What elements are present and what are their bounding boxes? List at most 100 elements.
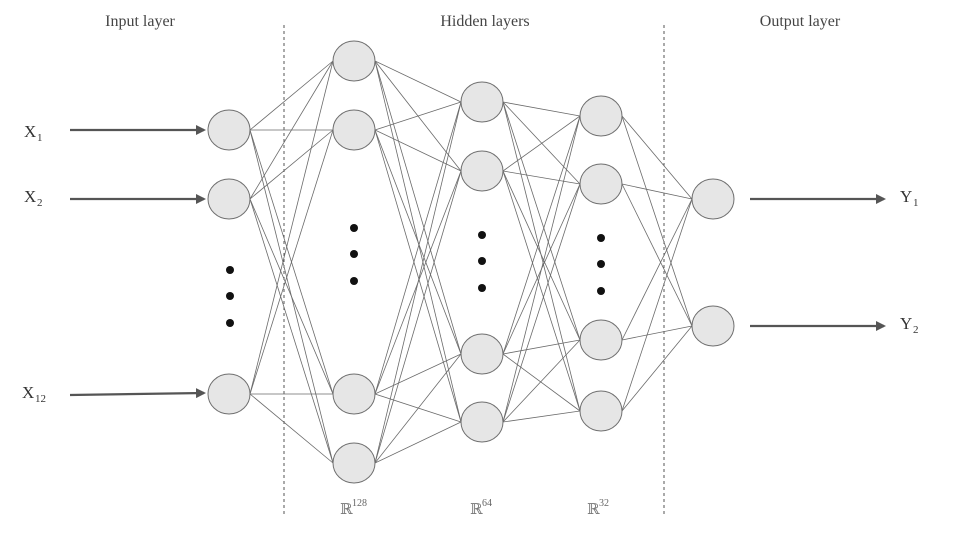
connection-edge xyxy=(374,101,462,131)
hidden-dim-64: ℝ 64 xyxy=(470,498,492,518)
hidden1-neuron xyxy=(332,373,376,415)
connection-edge xyxy=(621,198,693,412)
connection-edge xyxy=(621,115,693,200)
connection-edge xyxy=(502,115,581,355)
ellipsis-dot xyxy=(597,234,605,242)
hidden3-neuron xyxy=(579,390,623,432)
output-neuron xyxy=(691,305,735,347)
input-x2: X 2 xyxy=(24,187,206,209)
ellipsis-dot xyxy=(478,231,486,239)
connection-edge xyxy=(502,115,581,172)
connection-edge xyxy=(374,129,462,355)
ellipsis-dot xyxy=(226,319,234,327)
connection-edge xyxy=(502,183,581,423)
connection-edge xyxy=(502,101,581,185)
connection-edge xyxy=(374,101,462,464)
hidden3-neuron xyxy=(579,163,623,205)
ellipsis-dot xyxy=(350,277,358,285)
hidden2-neuron xyxy=(460,333,504,375)
connection-edge xyxy=(374,353,462,395)
input-label-sub: 1 xyxy=(37,132,43,144)
connection-edge xyxy=(621,183,693,200)
output-y1: Y 1 xyxy=(750,187,919,209)
hidden1-neuron xyxy=(332,109,376,151)
ellipsis-dots xyxy=(226,224,605,327)
input-label-sub: 12 xyxy=(35,393,46,405)
connection-edge xyxy=(374,129,462,172)
output-label-base: Y xyxy=(900,187,912,206)
output-y2: Y 2 xyxy=(750,314,919,336)
connection-edge xyxy=(374,421,462,464)
input-neuron xyxy=(207,109,251,151)
connection-edge xyxy=(249,129,334,200)
connection-edge xyxy=(249,198,334,464)
dim-sup: 128 xyxy=(352,498,367,509)
output-label-base: Y xyxy=(900,314,912,333)
ellipsis-dot xyxy=(597,287,605,295)
input-label-sub: 2 xyxy=(37,197,43,209)
hidden2-neuron xyxy=(460,401,504,443)
connection-edge xyxy=(621,325,693,341)
ellipsis-dot xyxy=(350,250,358,258)
ellipsis-dot xyxy=(350,224,358,232)
input-label-base: X xyxy=(24,187,36,206)
hidden1-neuron xyxy=(332,40,376,82)
connection-edge xyxy=(502,339,581,355)
connection-edge xyxy=(374,101,462,395)
connection-edge xyxy=(502,170,581,341)
connection-edge xyxy=(249,393,334,464)
ellipsis-dot xyxy=(226,266,234,274)
input-arrow xyxy=(69,388,206,399)
dim-sup: 64 xyxy=(482,498,492,509)
ellipsis-dot xyxy=(597,260,605,268)
input-x12: X 12 xyxy=(22,383,206,405)
connection-edge xyxy=(502,339,581,423)
hidden2-neuron xyxy=(460,81,504,123)
connection-edge xyxy=(249,60,334,395)
ellipsis-dot xyxy=(226,292,234,300)
connection-edge xyxy=(249,60,334,200)
connection-edge xyxy=(374,353,462,464)
hidden3-neuron xyxy=(579,95,623,137)
hidden-layers-label: Hidden layers xyxy=(440,13,529,30)
connection-edges xyxy=(249,60,693,464)
hidden2-neuron xyxy=(460,150,504,192)
connection-edge xyxy=(502,115,581,423)
connection-edge xyxy=(249,60,334,131)
connection-edge xyxy=(374,60,462,103)
dim-sup: 32 xyxy=(599,498,609,509)
connection-edge xyxy=(621,115,693,327)
connection-edge xyxy=(621,183,693,327)
input-neuron xyxy=(207,178,251,220)
output-neuron xyxy=(691,178,735,220)
connection-edge xyxy=(502,101,581,117)
connection-edge xyxy=(249,198,334,395)
input-neuron xyxy=(207,373,251,415)
connection-edge xyxy=(502,170,581,185)
output-label-sub: 2 xyxy=(913,324,919,336)
connection-edge xyxy=(621,325,693,412)
neuron-nodes xyxy=(207,40,735,484)
connection-edge xyxy=(502,353,581,412)
connection-edge xyxy=(502,101,581,341)
hidden1-neuron xyxy=(332,442,376,484)
hidden3-neuron xyxy=(579,319,623,361)
input-layer-label: Input layer xyxy=(105,13,175,30)
connection-edge xyxy=(374,129,462,423)
ellipsis-dot xyxy=(478,284,486,292)
connection-edge xyxy=(249,129,334,395)
connection-edge xyxy=(502,101,581,412)
dim-base: ℝ xyxy=(587,500,600,518)
hidden-dim-32: ℝ 32 xyxy=(587,498,609,518)
connection-edge xyxy=(502,410,581,423)
output-label-sub: 1 xyxy=(913,197,919,209)
hidden-dim-128: ℝ 128 xyxy=(340,498,367,518)
connection-edge xyxy=(621,198,693,341)
connection-edge xyxy=(374,170,462,464)
input-label-base: X xyxy=(22,383,34,402)
ellipsis-dot xyxy=(478,257,486,265)
dim-base: ℝ xyxy=(340,500,353,518)
output-layer-label: Output layer xyxy=(760,13,841,30)
input-label-base: X xyxy=(24,122,36,141)
